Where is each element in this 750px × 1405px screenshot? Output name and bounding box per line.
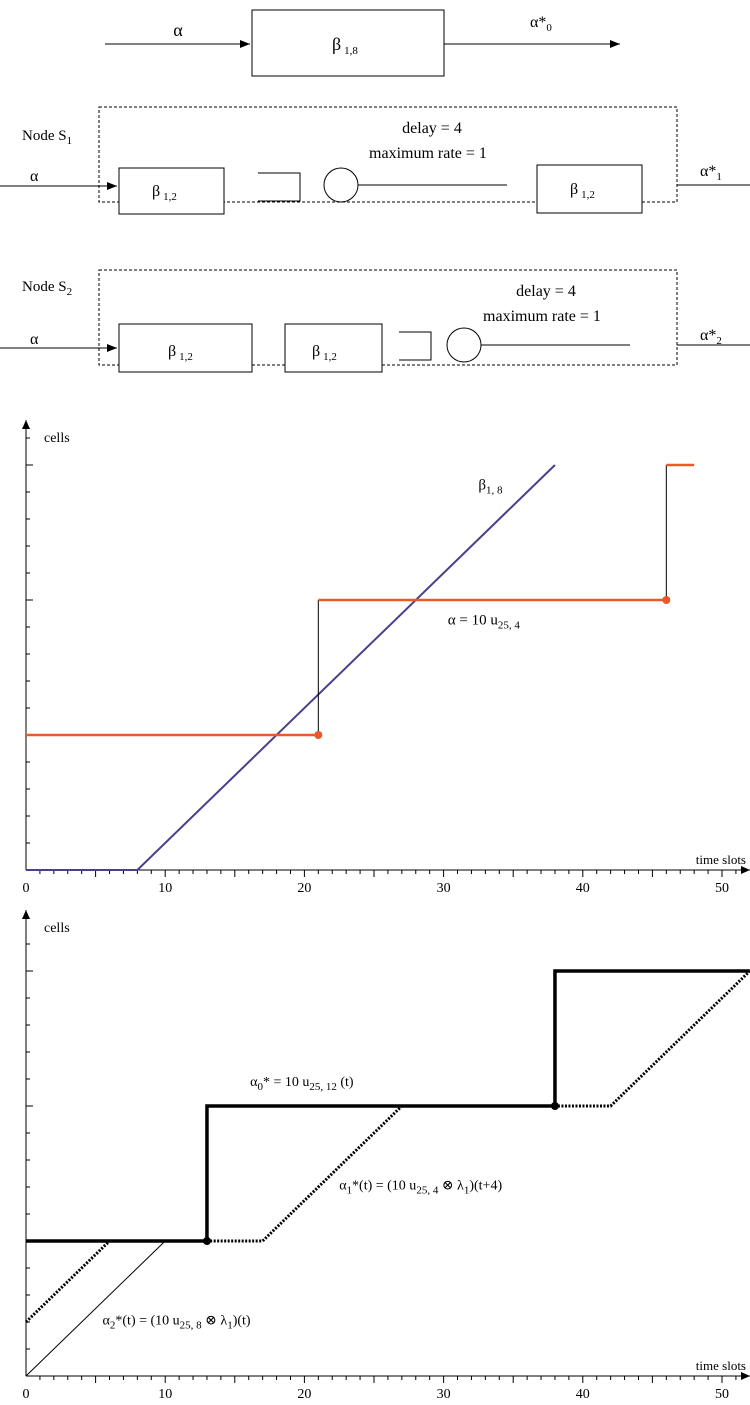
top-input-label: α [173,20,183,40]
node-s1-beta-b [536,164,643,214]
beta-label-name: β [478,477,486,493]
label-sub-index: 1 [347,1185,353,1197]
x-tick-label: 0 [23,881,30,896]
node-s2-output-label: α*2 [700,327,722,347]
label-alpha: α [103,1314,111,1329]
node-s2-beta-a [118,323,253,373]
label-sub-lambda: 1 [464,1185,470,1197]
x-tick-label: 30 [437,1387,451,1402]
node-s1-beta-a-label: β 1,2 [152,183,177,203]
x-tick-label: 30 [437,881,451,896]
node-s2-beta-b-label: β 1,2 [312,343,337,363]
output-curve-label-1: α1*(t) = (10 u25, 4 ⊗ λ1)(t+4) [339,1179,502,1197]
alpha-label-sub: 25, 4 [498,619,521,631]
label-sub-lambda: 1 [227,1320,233,1332]
label-sub-index: 0 [257,1081,263,1093]
label-rest: * = 10 u [263,1075,309,1090]
arrival-service-chart: 0 10 20 30 40 50 cells time slots β1, 8 α = 10 u2… [22,420,750,896]
label-sub-params: 25, 12 [309,1081,337,1093]
node-s2: Node S2 α β 1,2 β 1,2 delay = 4 maximum ra… [0,269,750,373]
output-curve-1 [24,969,750,1324]
node-s2-beta-b [284,323,383,373]
node-s2-queue-icon [399,331,432,361]
y-axis-arrow-icon [22,910,30,919]
node-s1-max-rate: maximum rate = 1 [369,145,487,162]
label-alpha: α [250,1075,258,1090]
alpha-curve-label: α = 10 u25, 4 [448,612,521,631]
x-tick-label: 40 [576,1387,590,1402]
node-s1-server-icon [323,167,359,203]
label-end: )(t) [233,1314,251,1329]
x-tick-label: 50 [715,1387,729,1402]
label-rest: *(t) = (10 u [352,1179,416,1194]
node-s1-delay: delay = 4 [402,120,462,137]
label-sub-params: 25, 8 [180,1320,203,1332]
x-axis-label: time slots [696,1358,746,1373]
label-sub-index: 2 [110,1320,116,1332]
x-tick-label: 20 [297,1387,311,1402]
node-s2-delay: delay = 4 [516,283,576,300]
x-axis-arrow-icon [741,866,750,874]
label-tail: ⊗ λ [438,1179,464,1194]
x-axis-label: time slots [696,852,746,867]
node-s1-label: Node S1 [22,128,72,147]
label-rest: *(t) = (10 u [115,1314,179,1329]
output-curve-2 [25,1240,166,1377]
x-tick-label: 0 [23,1387,30,1402]
top-beta-block [251,9,445,77]
node-s1-beta-a [118,167,225,215]
node-s2-label: Node S2 [22,279,72,298]
node-s2-input-label: α [30,331,39,348]
alpha-step-point [314,731,323,739]
output-curve-label-2: α2*(t) = (10 u25, 8 ⊗ λ1)(t) [103,1314,251,1332]
x-tick-label: 40 [576,881,590,896]
node-s2-max-rate: maximum rate = 1 [483,308,601,325]
output-curve-label-0: α0* = 10 u25, 12 (t) [250,1075,354,1093]
x-axis-arrow-icon [741,1372,750,1380]
network-diagram: α β 1,8 α*0 Node S1 α β 1,2 delay = 4 maxi… [0,9,750,373]
node-s1-output-label: α*1 [700,163,722,183]
y-axis-label: cells [44,431,70,446]
x-tick-label: 10 [158,1387,172,1402]
label-end: )(t+4) [469,1179,502,1194]
alpha-label-name: α = 10 u [448,612,499,628]
output-curve-0 [26,969,750,1243]
node-s2-beta-a-label: β 1,2 [168,343,193,363]
top-beta-label: β 1,8 [332,34,358,57]
beta-curve [26,464,556,871]
node-s2-border [98,269,678,366]
y-axis-label: cells [44,921,70,936]
label-sub-params: 25, 4 [416,1185,439,1197]
y-axis-arrow-icon [22,420,30,429]
top-system: α β 1,8 α*0 [105,9,620,77]
label-alpha: α [339,1179,347,1194]
node-s1: Node S1 α β 1,2 delay = 4 maximum rate = … [0,106,750,215]
alpha-step-point [662,596,671,604]
node-s1-input-label: α [30,168,39,185]
beta-curve-label: β1, 8 [478,477,503,496]
beta-label-sub: 1, 8 [486,484,503,496]
top-output-label: α*0 [530,14,552,34]
label-tail: (t) [337,1075,354,1090]
node-s2-server-icon [446,327,482,363]
node-s1-queue-icon [258,172,301,202]
node-s1-beta-b-label: β 1,2 [570,181,595,201]
label-tail: ⊗ λ [202,1314,228,1329]
x-tick-label: 10 [158,881,172,896]
x-tick-label: 50 [715,881,729,896]
node-s1-border [98,106,678,203]
x-tick-label: 20 [297,881,311,896]
